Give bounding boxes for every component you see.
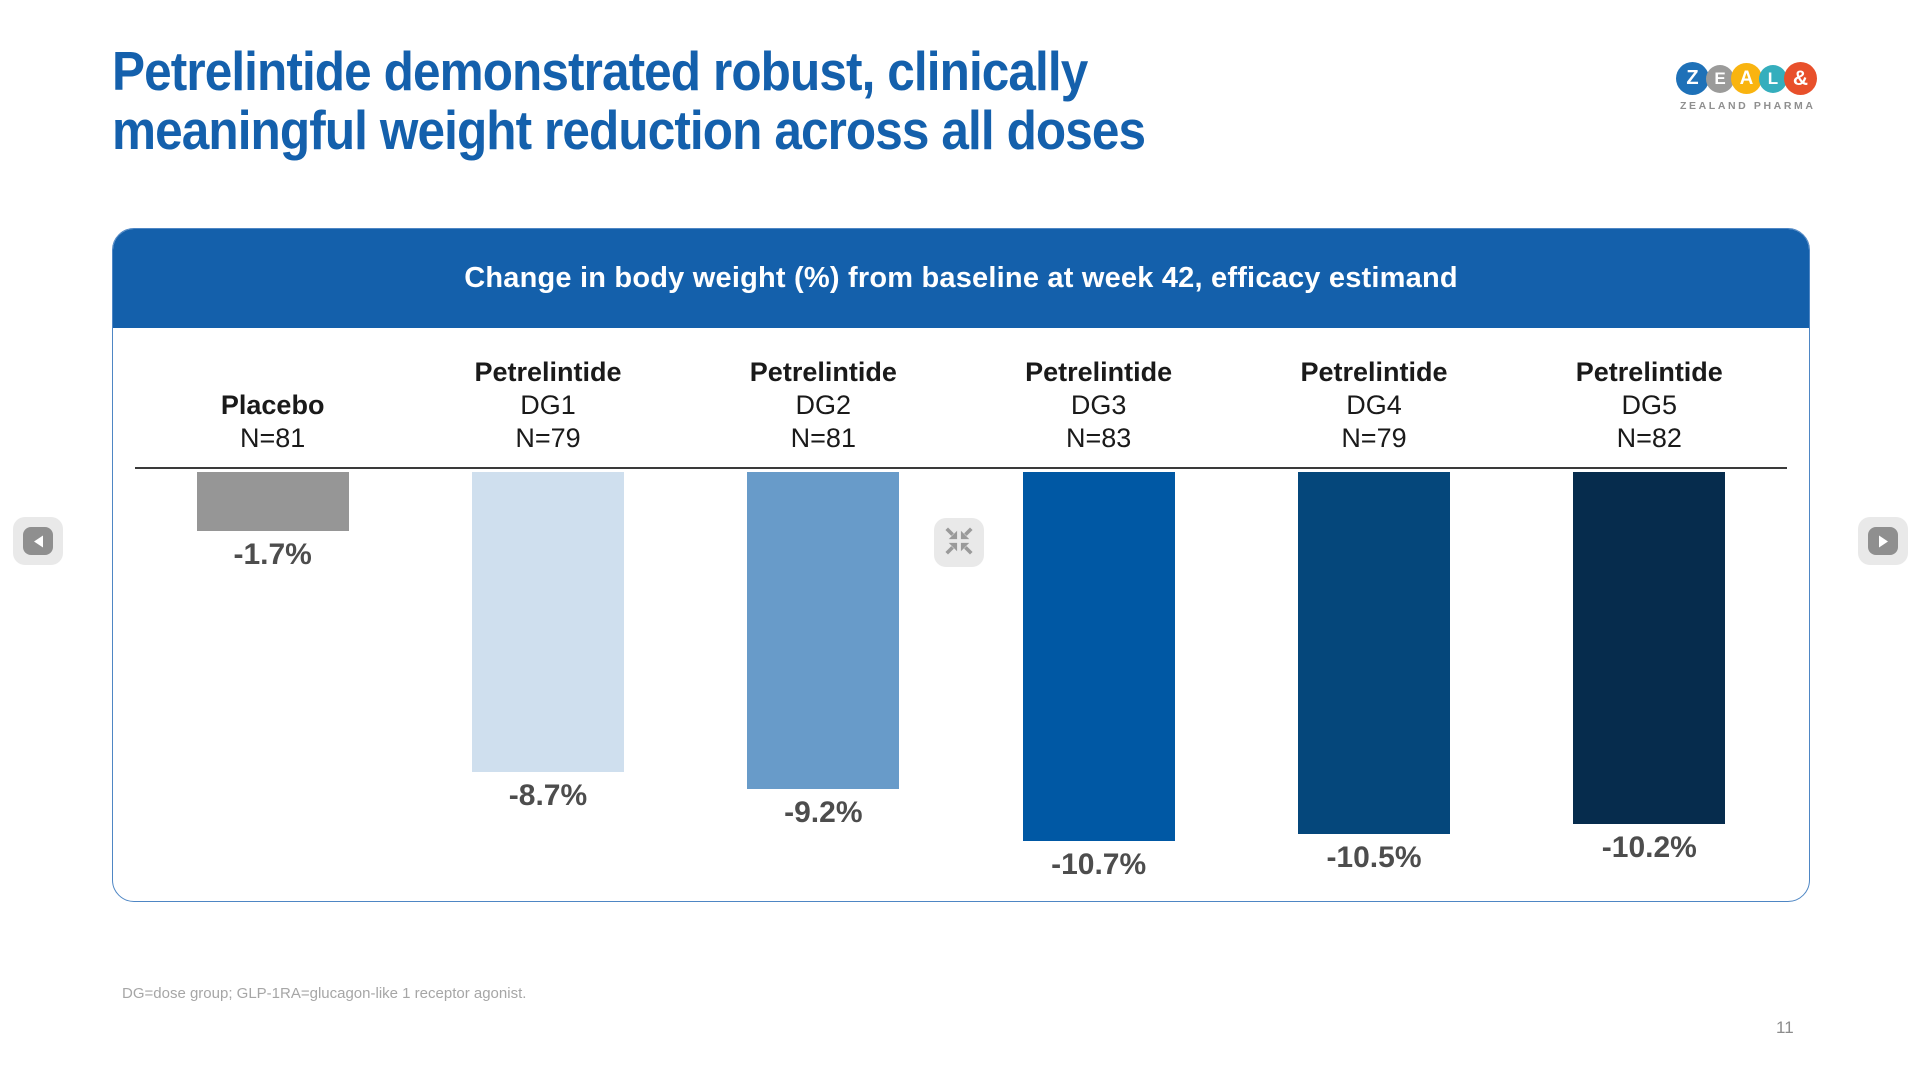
logo-letter-circle: &: [1784, 62, 1817, 95]
logo-company-name: ZEALAND PHARMA: [1680, 100, 1816, 112]
dose-group-label: DG4: [1346, 390, 1402, 420]
chart-column-dg3: Petrelintide DG3 N=83 -10.7%: [961, 328, 1236, 882]
bar-placebo: [196, 472, 349, 531]
sample-size-label: N=79: [515, 423, 581, 453]
page-title-line2: meaningful weight reduction across all d…: [112, 99, 1146, 162]
next-slide-button[interactable]: [1858, 517, 1908, 565]
bar-dg1: [471, 472, 624, 772]
compress-icon: [943, 525, 975, 560]
dose-group-label: Placebo: [220, 390, 325, 420]
dose-group-label: DG2: [795, 390, 852, 420]
chevron-left-icon: [23, 527, 53, 555]
column-header: Petrelintide DG1 N=79: [474, 328, 621, 467]
dose-group-label: DG3: [1070, 390, 1127, 420]
footnote: DG=dose group; GLP-1RA=glucagon-like 1 r…: [122, 985, 527, 1002]
bar-dg2: [747, 472, 900, 789]
treatment-label: Petrelintide: [749, 357, 897, 387]
column-header: Petrelintide DG3 N=83: [1025, 328, 1172, 467]
page-title: Petrelintide demonstrated robust, clinic…: [112, 40, 1462, 162]
chart-column-dg1: Petrelintide DG1 N=79 -8.7%: [410, 328, 685, 882]
bar-dg4: [1297, 472, 1450, 834]
sample-size-label: N=79: [1341, 423, 1407, 453]
sample-size-label: N=82: [1616, 423, 1682, 453]
chart-column-dg4: Petrelintide DG4 N=79 -10.5%: [1236, 328, 1511, 882]
logo-letter-circle: Z: [1676, 62, 1709, 95]
treatment-label: Petrelintide: [474, 357, 622, 387]
column-header: Petrelintide DG2 N=81: [750, 328, 897, 467]
sample-size-label: N=81: [790, 423, 856, 453]
treatment-label: Petrelintide: [1025, 357, 1173, 387]
chart-panel: Change in body weight (%) from baseline …: [112, 228, 1810, 902]
bar-dg3: [1022, 472, 1175, 841]
column-header: Petrelintide DG5 N=82: [1576, 328, 1723, 467]
chart-column-placebo: Placebo N=81 -1.7%: [135, 328, 410, 882]
logo-letter-circle: L: [1759, 64, 1787, 93]
chart-column-dg5: Petrelintide DG5 N=82 -10.2%: [1512, 328, 1787, 882]
treatment-label: Petrelintide: [1300, 357, 1448, 387]
bar-value-label: -9.2%: [784, 796, 863, 829]
bar-dg5: [1573, 472, 1726, 824]
bar-value-label: -8.7%: [508, 779, 588, 812]
chevron-right-icon: [1868, 527, 1898, 555]
logo-letter-circle: E: [1706, 64, 1734, 93]
chart-panel-header: Change in body weight (%) from baseline …: [113, 229, 1809, 328]
dose-group-label: DG5: [1621, 390, 1678, 420]
page-title-line1: Petrelintide demonstrated robust, clinic…: [112, 40, 1088, 102]
bar-value-label: -10.2%: [1601, 831, 1697, 864]
dose-group-label: DG1: [520, 390, 576, 420]
page-number: 11: [1776, 1018, 1794, 1037]
column-header: Petrelintide DG4 N=79: [1300, 328, 1447, 467]
treatment-label: Petrelintide: [1575, 357, 1723, 387]
sample-size-label: N=81: [240, 423, 306, 453]
bar-chart: Placebo N=81 -1.7% Petrelintide DG1 N=79 -8.7%…: [135, 328, 1787, 888]
chart-columns: Placebo N=81 -1.7% Petrelintide DG1 N=79 -8.7%…: [135, 328, 1787, 882]
previous-slide-button[interactable]: [13, 517, 63, 565]
chart-column-dg2: Petrelintide DG2 N=81 -9.2%: [686, 328, 961, 882]
chart-title: Change in body weight (%) from baseline …: [464, 262, 1458, 294]
chart-baseline: [135, 467, 1787, 469]
sample-size-label: N=83: [1065, 423, 1132, 453]
column-header: Placebo N=81: [221, 328, 325, 467]
bar-value-label: -10.7%: [1051, 848, 1147, 881]
zealand-pharma-logo: Z E A L & ZEALAND PHARMA: [1676, 62, 1836, 112]
bar-value-label: -10.5%: [1326, 841, 1422, 874]
exit-fullscreen-button[interactable]: [934, 518, 984, 567]
logo-letter-circle: A: [1731, 63, 1762, 94]
logo-circles: Z E A L &: [1676, 62, 1836, 95]
bar-value-label: -1.7%: [233, 538, 312, 571]
